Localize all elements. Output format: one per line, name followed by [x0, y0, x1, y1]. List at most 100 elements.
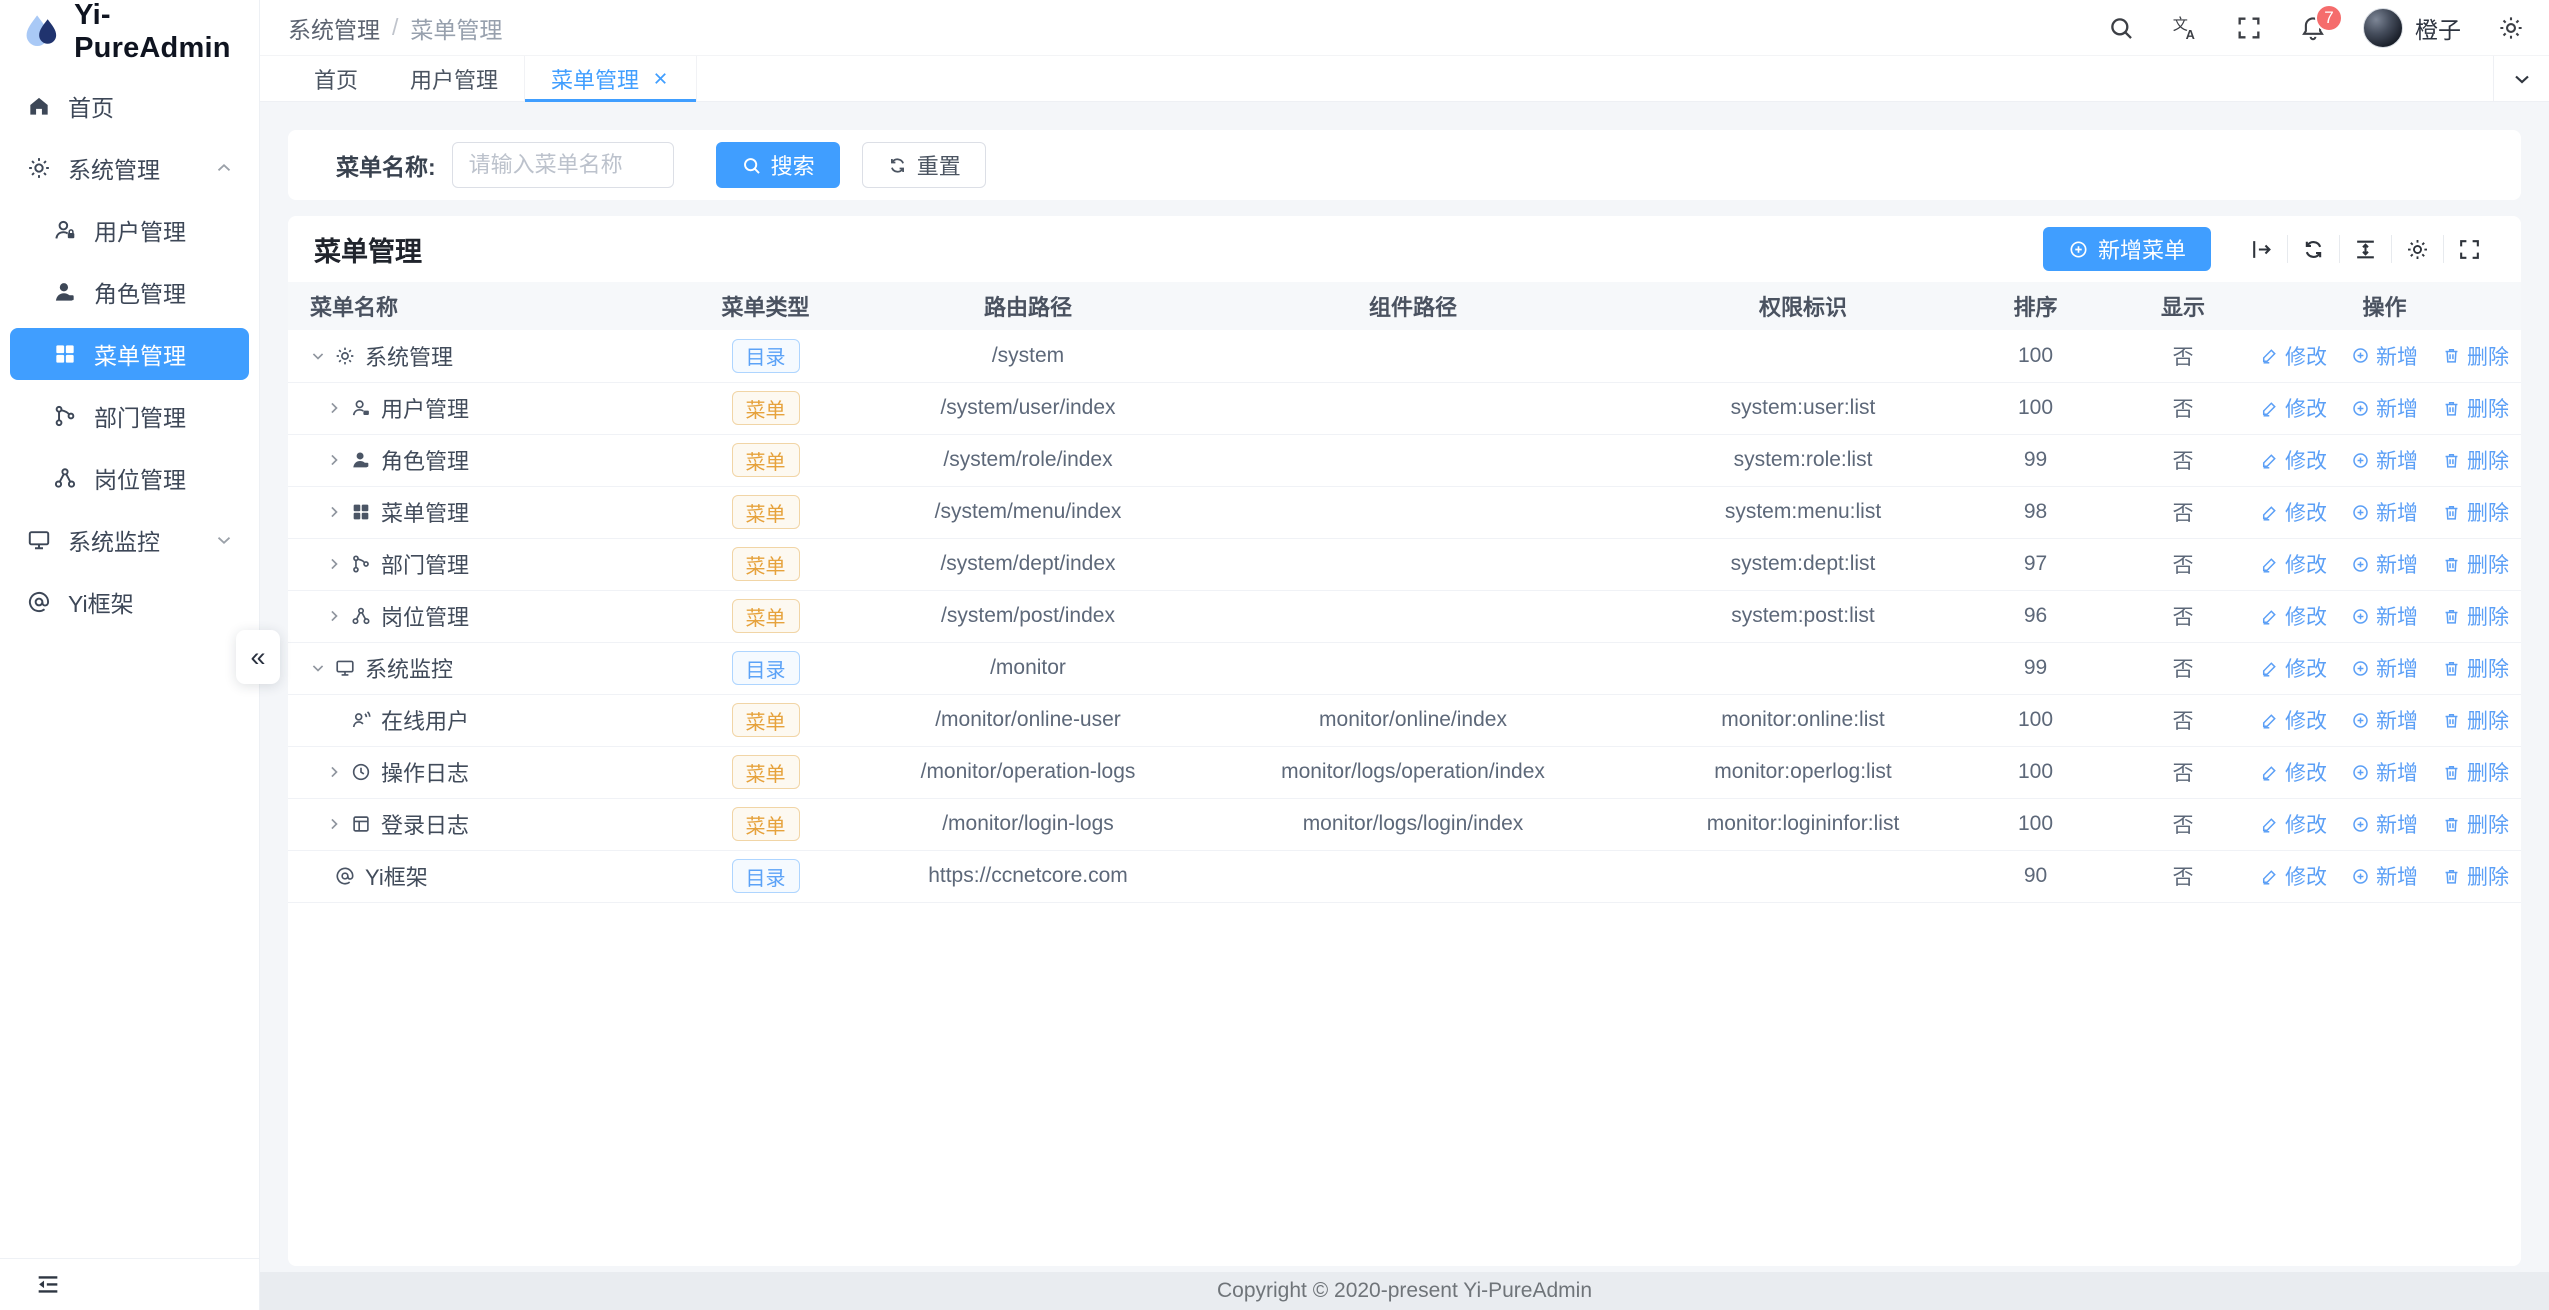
route-path: /monitor/operation-logs [883, 746, 1173, 799]
row-density-icon[interactable] [2339, 235, 2391, 263]
sidebar-item-menus[interactable]: 菜单管理 [10, 328, 249, 380]
type-tag: 菜单 [731, 547, 800, 581]
expand-arrow-right[interactable] [324, 814, 344, 834]
plus-circle-icon [2351, 763, 2370, 782]
plus-circle-icon [2351, 399, 2370, 418]
user-menu[interactable]: 橙子 [2363, 7, 2461, 48]
expand-arrow-right[interactable] [324, 502, 344, 522]
monitor-icon [26, 527, 52, 553]
table-row: 系统管理 目录 /system 100 否 修改 新增 删除 [288, 330, 2521, 383]
add-button[interactable]: 新增 [2351, 861, 2418, 891]
edit-button[interactable]: 修改 [2260, 601, 2327, 631]
refresh-icon[interactable] [2287, 235, 2339, 263]
menu-name: 在线用户 [381, 709, 470, 734]
delete-button[interactable]: 删除 [2442, 757, 2509, 787]
close-icon[interactable] [651, 69, 670, 88]
edit-button[interactable]: 修改 [2260, 497, 2327, 527]
copyright-text: Copyright © 2020-present Yi-PureAdmin [1217, 1279, 1592, 1302]
tab-home[interactable]: 首页 [288, 56, 384, 101]
add-button[interactable]: 新增 [2351, 809, 2418, 839]
add-button[interactable]: 新增 [2351, 393, 2418, 423]
tab-label: 用户管理 [410, 67, 499, 93]
expand-arrow-right[interactable] [324, 450, 344, 470]
sidebar-item-yi-frame[interactable]: Yi框架 [10, 576, 249, 628]
edit-button[interactable]: 修改 [2260, 445, 2327, 475]
user-lock-icon [52, 217, 78, 243]
edit-button[interactable]: 修改 [2260, 653, 2327, 683]
expand-arrow-right[interactable] [324, 762, 344, 782]
add-button[interactable]: 新增 [2351, 601, 2418, 631]
component-path [1173, 434, 1653, 487]
delete-button[interactable]: 删除 [2442, 601, 2509, 631]
edit-button[interactable]: 修改 [2260, 757, 2327, 787]
add-button[interactable]: 新增 [2351, 757, 2418, 787]
edit-button[interactable]: 修改 [2260, 809, 2327, 839]
type-tag: 菜单 [731, 391, 800, 425]
sidebar-collapse-button[interactable]: « [236, 630, 280, 684]
delete-button[interactable]: 删除 [2442, 549, 2509, 579]
delete-button[interactable]: 删除 [2442, 341, 2509, 371]
expand-arrow-right[interactable] [324, 554, 344, 574]
sidebar-item-users[interactable]: 用户管理 [10, 204, 249, 256]
expand-all-icon[interactable] [2235, 235, 2287, 263]
route-path: /monitor/login-logs [883, 798, 1173, 851]
delete-button[interactable]: 删除 [2442, 705, 2509, 735]
sidebar-item-posts[interactable]: 岗位管理 [10, 452, 249, 504]
tab-options-dropdown[interactable] [2493, 56, 2549, 101]
expand-arrow-down[interactable] [308, 658, 328, 678]
column-settings-gear-icon[interactable] [2391, 235, 2443, 263]
sidebar-item-roles[interactable]: 角色管理 [10, 266, 249, 318]
delete-button[interactable]: 删除 [2442, 809, 2509, 839]
tab-users[interactable]: 用户管理 [384, 56, 524, 101]
notification-bell[interactable]: 7 [2299, 3, 2343, 42]
delete-button[interactable]: 删除 [2442, 861, 2509, 891]
menu-fold-icon[interactable] [34, 1271, 62, 1299]
edit-button[interactable]: 修改 [2260, 861, 2327, 891]
delete-button[interactable]: 删除 [2442, 393, 2509, 423]
add-button[interactable]: 新增 [2351, 653, 2418, 683]
visible-value: 否 [2118, 590, 2248, 643]
delete-button[interactable]: 删除 [2442, 497, 2509, 527]
reset-button[interactable]: 重置 [861, 142, 986, 188]
type-tag: 目录 [731, 338, 800, 373]
edit-button[interactable]: 修改 [2260, 341, 2327, 371]
sidebar-item-system[interactable]: 系统管理 [10, 142, 249, 194]
branch-icon [52, 403, 78, 429]
online-user-icon [350, 709, 372, 731]
edit-pencil-icon [2260, 711, 2279, 730]
settings-gear-icon[interactable] [2497, 14, 2525, 42]
edit-button[interactable]: 修改 [2260, 393, 2327, 423]
table-fullscreen-icon[interactable] [2443, 235, 2495, 263]
edit-button[interactable]: 修改 [2260, 705, 2327, 735]
plus-circle-icon [2351, 607, 2370, 626]
edit-button[interactable]: 修改 [2260, 549, 2327, 579]
add-menu-label: 新增菜单 [2097, 238, 2186, 263]
notification-badge: 7 [2315, 3, 2343, 32]
menu-name-input[interactable] [451, 142, 674, 188]
clock-icon [350, 761, 372, 783]
expand-arrow-right[interactable] [324, 606, 344, 626]
col-menu-type: 菜单类型 [648, 282, 883, 330]
edit-pencil-icon [2260, 451, 2279, 470]
delete-button[interactable]: 删除 [2442, 653, 2509, 683]
sidebar-item-home[interactable]: 首页 [10, 80, 249, 132]
tab-menus[interactable]: 菜单管理 [524, 56, 698, 102]
search-icon[interactable] [2107, 14, 2135, 42]
sidebar-item-depts[interactable]: 部门管理 [10, 390, 249, 442]
add-button[interactable]: 新增 [2351, 445, 2418, 475]
add-button[interactable]: 新增 [2351, 341, 2418, 371]
expand-arrow-right[interactable] [324, 398, 344, 418]
tab-label: 菜单管理 [551, 67, 640, 93]
delete-button[interactable]: 删除 [2442, 445, 2509, 475]
add-menu-button[interactable]: 新增菜单 [2042, 227, 2211, 271]
fullscreen-icon[interactable] [2235, 14, 2263, 42]
add-button[interactable]: 新增 [2351, 705, 2418, 735]
table-row: 角色管理 菜单 /system/role/index system:role:l… [288, 434, 2521, 487]
sidebar-item-monitor[interactable]: 系统监控 [10, 514, 249, 566]
expand-arrow-down[interactable] [308, 346, 328, 366]
add-button[interactable]: 新增 [2351, 497, 2418, 527]
search-button[interactable]: 搜索 [715, 142, 840, 188]
add-button[interactable]: 新增 [2351, 549, 2418, 579]
breadcrumb-item[interactable]: 系统管理 [288, 16, 380, 43]
